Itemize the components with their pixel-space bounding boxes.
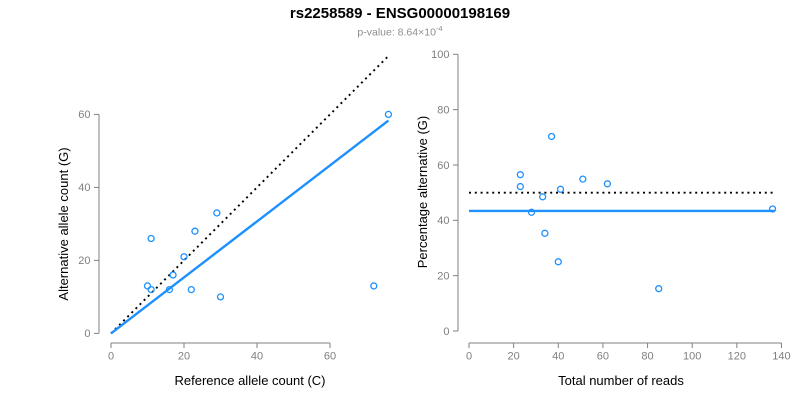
data-point bbox=[187, 285, 195, 294]
y-tick-label: 40 bbox=[78, 182, 90, 194]
x-tick-label: 60 bbox=[324, 351, 336, 363]
chart-title: rs2258589 - ENSG00000198169 bbox=[289, 5, 511, 22]
pvalue-exponent: -4 bbox=[435, 24, 443, 33]
data-point bbox=[169, 271, 177, 279]
data-point bbox=[541, 229, 549, 237]
data-point bbox=[579, 175, 587, 183]
data-point bbox=[516, 182, 524, 191]
data-point bbox=[147, 234, 155, 243]
x-tick-label: 140 bbox=[772, 351, 790, 363]
data-point bbox=[539, 193, 547, 201]
panel-right: 0 20 40 60 80 100 0 20 40 60 80 100 120 140 Total numb… bbox=[415, 49, 791, 388]
y-axis-title: Percentage alternative (G) bbox=[415, 116, 430, 268]
x-tick-label: 60 bbox=[597, 351, 609, 363]
pvalue-text: p-value: 8.64×10 bbox=[357, 26, 436, 39]
x-tick-label: 40 bbox=[552, 351, 564, 363]
data-point bbox=[216, 293, 225, 301]
data-point bbox=[165, 285, 174, 294]
y-tick-label: 0 bbox=[84, 328, 90, 340]
data-point bbox=[147, 285, 155, 294]
x-tick-label: 100 bbox=[683, 351, 701, 363]
data-point bbox=[768, 205, 777, 213]
panel-left: 0 20 40 60 0 20 40 60 Reference allele count (C)… bbox=[56, 55, 393, 388]
chart-subtitle: p-value: 8.64×10-4 bbox=[0, 24, 800, 39]
x-tick-label: 120 bbox=[728, 351, 746, 363]
y-tick-label: 20 bbox=[78, 255, 90, 267]
y-tick-label: 0 bbox=[443, 326, 449, 338]
x-tick-label: 80 bbox=[641, 351, 653, 363]
data-point bbox=[655, 285, 663, 293]
x-tick-label: 40 bbox=[251, 351, 263, 363]
x-axis-title: Total number of reads bbox=[558, 373, 684, 388]
x-axis-title: Reference allele count (C) bbox=[174, 373, 325, 388]
x-tick-label: 20 bbox=[178, 351, 190, 363]
y-tick-label: 80 bbox=[437, 104, 449, 116]
data-point bbox=[384, 110, 393, 119]
x-tick-label: 20 bbox=[508, 351, 520, 363]
data-point bbox=[180, 253, 188, 261]
data-point bbox=[370, 282, 378, 290]
identity-line bbox=[110, 55, 390, 335]
x-tick-label: 0 bbox=[108, 351, 114, 363]
data-point bbox=[547, 132, 556, 141]
y-tick-label: 60 bbox=[437, 160, 449, 172]
x-tick-label: 0 bbox=[466, 351, 472, 363]
data-point bbox=[143, 282, 152, 290]
data-point bbox=[213, 209, 221, 217]
data-point bbox=[556, 185, 565, 193]
data-point bbox=[527, 208, 536, 216]
y-tick-label: 20 bbox=[437, 270, 449, 282]
y-axis-title: Alternative allele count (G) bbox=[56, 147, 71, 300]
y-tick-label: 100 bbox=[431, 49, 449, 61]
fit-line bbox=[110, 119, 390, 335]
data-point bbox=[603, 180, 612, 188]
data-point bbox=[191, 227, 199, 235]
data-point bbox=[554, 258, 562, 266]
y-tick-label: 60 bbox=[78, 109, 90, 121]
figure-header: rs2258589 - ENSG00000198169 p-value: 8.6… bbox=[0, 5, 800, 39]
y-tick-label: 40 bbox=[437, 215, 449, 227]
data-point bbox=[516, 171, 524, 179]
